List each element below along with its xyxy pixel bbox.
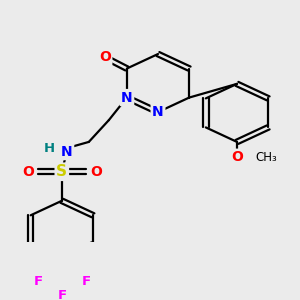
Text: F: F bbox=[57, 290, 66, 300]
Text: O: O bbox=[90, 165, 102, 179]
Text: O: O bbox=[22, 165, 34, 179]
Text: F: F bbox=[33, 275, 42, 288]
Text: H: H bbox=[43, 142, 54, 155]
Text: CH₃: CH₃ bbox=[255, 151, 277, 164]
Text: O: O bbox=[231, 150, 243, 164]
Text: N: N bbox=[152, 105, 164, 119]
Text: O: O bbox=[99, 50, 111, 64]
Text: S: S bbox=[56, 164, 67, 179]
Text: N: N bbox=[61, 145, 73, 159]
Text: N: N bbox=[121, 91, 133, 105]
Text: F: F bbox=[81, 275, 90, 288]
